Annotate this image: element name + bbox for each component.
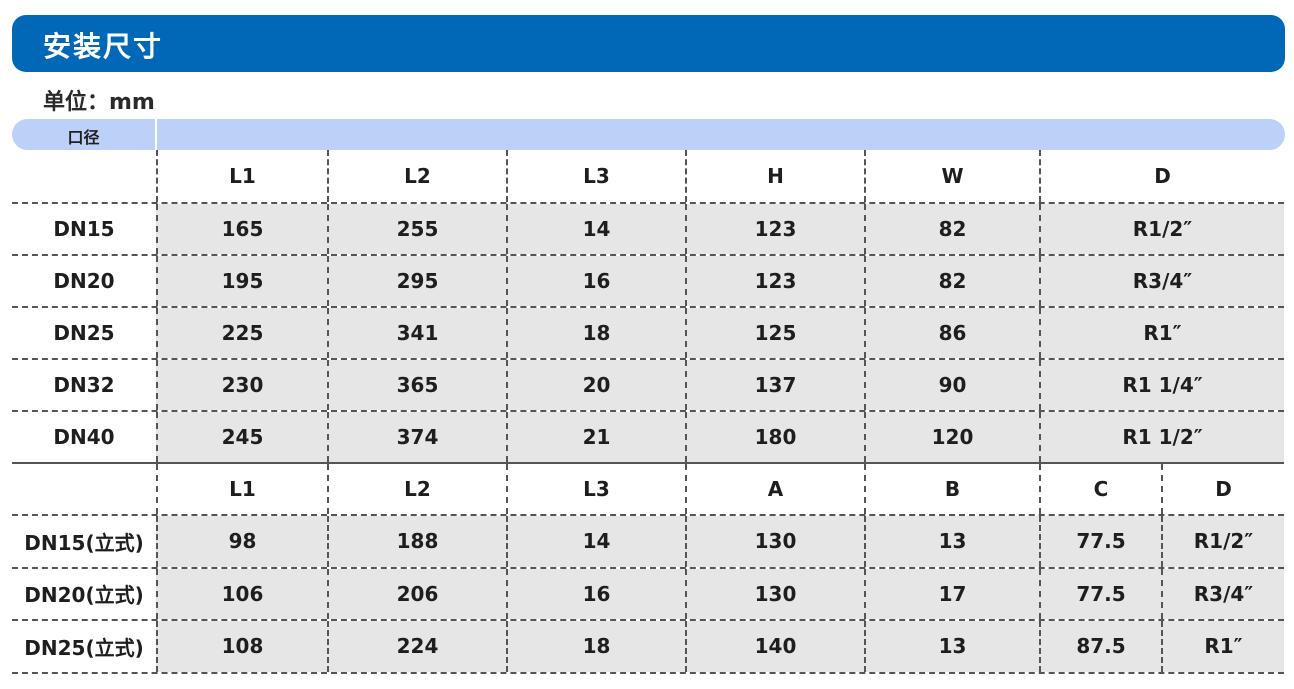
row-label: DN20(立式) [12, 568, 156, 619]
table-cell: R1 1/4″ [1039, 360, 1284, 410]
dimensions-table: L1 L2 L3 H W D DN15 165 255 14 123 82 R1/2″ DN20 195 29… [12, 150, 1284, 674]
table-cell: L1 [156, 464, 327, 514]
table-cell: 230 [156, 360, 327, 410]
table-row: DN32 230 365 20 137 90 R1 1/4″ [12, 360, 1284, 412]
table-cell: 225 [156, 308, 327, 358]
table-header-row: L1 L2 L3 A B C D [12, 464, 1284, 516]
row-label: DN32 [12, 360, 156, 410]
row-label: DN40 [12, 412, 156, 462]
section-title-bar: 安装尺寸 [12, 15, 1285, 72]
table-cell: L3 [506, 150, 685, 202]
table-cell: 82 [864, 204, 1039, 254]
table-cell: 18 [506, 308, 685, 358]
table-cell: H [685, 150, 864, 202]
table-cell: R3/4″ [1161, 568, 1284, 619]
header-divider [155, 119, 157, 150]
table-cell: 18 [506, 621, 685, 672]
table-cell: 20 [506, 360, 685, 410]
row-label: DN15 [12, 204, 156, 254]
table-cell: 206 [327, 568, 506, 619]
table-cell: L2 [327, 464, 506, 514]
table-cell: 106 [156, 568, 327, 619]
table-cell: R1″ [1161, 621, 1284, 672]
table-cell: 77.5 [1039, 568, 1161, 619]
table-cell: 16 [506, 568, 685, 619]
table-row: DN40 245 374 21 180 120 R1 1/2″ [12, 412, 1284, 464]
table-header-bar: 口径 [12, 119, 1285, 150]
table-cell: R1/2″ [1161, 516, 1284, 567]
table-cell: 82 [864, 256, 1039, 306]
row-label [12, 464, 156, 514]
table-cell: R3/4″ [1039, 256, 1284, 306]
row-label [12, 150, 156, 202]
table-cell: 140 [685, 621, 864, 672]
table-cell: 16 [506, 256, 685, 306]
table-cell: 255 [327, 204, 506, 254]
table-cell: 188 [327, 516, 506, 567]
table-cell: 365 [327, 360, 506, 410]
table-cell: 130 [685, 568, 864, 619]
table-cell: L1 [156, 150, 327, 202]
table-row: DN20 195 295 16 123 82 R3/4″ [12, 256, 1284, 308]
table-cell: 120 [864, 412, 1039, 462]
table-cell: 123 [685, 204, 864, 254]
table-cell: 125 [685, 308, 864, 358]
table-cell: 224 [327, 621, 506, 672]
table-cell: D [1161, 464, 1284, 514]
section-title: 安装尺寸 [43, 30, 164, 63]
table-cell: 195 [156, 256, 327, 306]
table-cell: C [1039, 464, 1161, 514]
table-cell: 137 [685, 360, 864, 410]
table-cell: B [864, 464, 1039, 514]
table-cell: L2 [327, 150, 506, 202]
table-row: DN20(立式) 106 206 16 130 17 77.5 R3/4″ [12, 568, 1284, 621]
table-header-row: L1 L2 L3 H W D [12, 150, 1284, 204]
table-cell: 295 [327, 256, 506, 306]
table-cell: 108 [156, 621, 327, 672]
table-cell: 165 [156, 204, 327, 254]
row-label: DN25(立式) [12, 621, 156, 672]
table-cell: 14 [506, 516, 685, 567]
table-cell: 130 [685, 516, 864, 567]
table-cell: 21 [506, 412, 685, 462]
table-cell: 180 [685, 412, 864, 462]
table-cell: 13 [864, 516, 1039, 567]
table-cell: 90 [864, 360, 1039, 410]
table-cell: R1″ [1039, 308, 1284, 358]
table-cell: L3 [506, 464, 685, 514]
row-label: DN25 [12, 308, 156, 358]
caliber-header: 口径 [67, 128, 100, 147]
table-cell: A [685, 464, 864, 514]
table-cell: 245 [156, 412, 327, 462]
table-cell: 87.5 [1039, 621, 1161, 672]
row-label: DN15(立式) [12, 516, 156, 567]
row-label: DN20 [12, 256, 156, 306]
table-cell: 374 [327, 412, 506, 462]
table-row: DN25(立式) 108 224 18 140 13 87.5 R1″ [12, 621, 1284, 674]
table-cell: R1 1/2″ [1039, 412, 1284, 462]
table-cell: 98 [156, 516, 327, 567]
table-cell: R1/2″ [1039, 204, 1284, 254]
table-cell: 14 [506, 204, 685, 254]
table-cell: 123 [685, 256, 864, 306]
table-row: DN25 225 341 18 125 86 R1″ [12, 308, 1284, 360]
unit-label: 单位：mm [43, 90, 155, 115]
table-cell: 13 [864, 621, 1039, 672]
table-cell: 341 [327, 308, 506, 358]
table-row: DN15 165 255 14 123 82 R1/2″ [12, 204, 1284, 256]
table-cell: 86 [864, 308, 1039, 358]
table-cell: W [864, 150, 1039, 202]
table-row: DN15(立式) 98 188 14 130 13 77.5 R1/2″ [12, 516, 1284, 569]
table-cell: 77.5 [1039, 516, 1161, 567]
table-cell: D [1039, 150, 1284, 202]
table-cell: 17 [864, 568, 1039, 619]
